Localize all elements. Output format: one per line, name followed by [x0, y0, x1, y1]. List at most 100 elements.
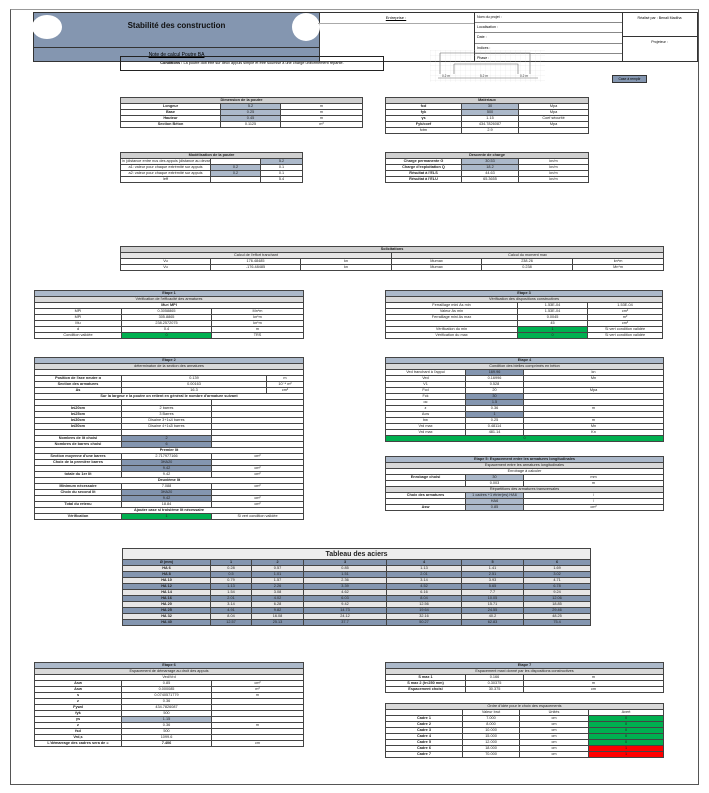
table-etape5: Etape 5: Espacement entre les armatures …	[384, 456, 665, 511]
beam-diagram: 0.2 m 5.2 m 0.2 m	[430, 50, 545, 82]
input-cell[interactable]: 62.83	[461, 619, 524, 626]
value-cell: -176.48485	[210, 264, 301, 271]
table-descente: Descente de charge Charge permanente G 30.…	[384, 152, 590, 183]
row-label: Espacement choisi	[385, 686, 466, 693]
value-cell: cm	[210, 740, 305, 747]
table-row: L'démarrage des cadres sera de = 7.406 cm	[34, 740, 305, 747]
value-cell: 0	[121, 332, 212, 339]
conditions-box: Conditions : La poutre doit être sur deu…	[120, 56, 384, 71]
row-label: Résultat à l'ELU	[385, 176, 462, 183]
table-row: Vérification du max 0 Si vert condition va…	[385, 332, 664, 339]
entreprise-cell[interactable]: Entreprise :	[318, 12, 475, 62]
row-label: leff	[120, 176, 211, 183]
table-row: Section Béton 0.1125 m²	[120, 121, 364, 128]
table-etape2: Etape 2 déterminaton de la section des ar…	[33, 357, 305, 520]
value-cell: 1	[121, 513, 212, 520]
input-cell[interactable]: 37.7	[303, 619, 387, 626]
span-label: 5.2 m	[480, 74, 488, 78]
value-cell: 65.3655	[461, 176, 519, 183]
row-label: Vu	[120, 264, 211, 271]
author-block: Réalisé par : Benali Madiha Projeteur :	[622, 12, 698, 62]
support-right-label: 0.2 m	[520, 74, 528, 78]
value-cell: cm	[519, 751, 589, 758]
table-etape4: Etape 4 Condition des bielles comprimés e…	[384, 357, 665, 442]
input-cell[interactable]: 1 cadres +1 étrier(es) HA6	[465, 492, 524, 499]
project-name-field[interactable]: Nom du projet :	[475, 13, 622, 24]
value-cell: 0	[517, 332, 588, 339]
value-cell: Si vert condition validée	[210, 513, 305, 520]
value-cell: 7.406	[121, 740, 212, 747]
table-row: Espacement choisi 30.375 cm	[385, 686, 665, 693]
value-cell: 0.1125	[220, 121, 281, 128]
table-title: Tableau des aciers	[121, 548, 592, 560]
realise-par: Réalisé par : Benali Madiha	[637, 16, 682, 20]
entreprise-label: Entreprise :	[385, 15, 407, 20]
input-cell[interactable]: HA 40	[122, 619, 211, 626]
input-cell[interactable]: 25.13	[251, 619, 304, 626]
page-subtitle: Note de calcul Poutre BA	[34, 47, 319, 62]
page-title: Stabilité des construction	[127, 21, 226, 30]
projeteur: Projeteur :	[622, 36, 697, 59]
value-cell: 1	[588, 751, 664, 758]
value-cell: Si vert condition validée	[586, 332, 664, 339]
value-cell	[517, 127, 590, 134]
value-cell: kn/m	[517, 176, 590, 183]
table-row: HA 8 0.5 1.01 1.51 2.01 2.51 3.02	[122, 571, 592, 578]
table-etape1: Etape 1 Vérification de l'efficacité des …	[33, 290, 305, 339]
table-etape7: Etape 7 Espacement maxi donné par les dis…	[384, 662, 665, 693]
date-field[interactable]: Date :	[475, 33, 622, 44]
row-label: Vérification	[34, 513, 122, 520]
input-cell[interactable]: 50.27	[386, 619, 462, 626]
table-row: leff 5.4	[120, 176, 304, 183]
table-materiaux: Matériaux fcd 30 Mpa fyk 500 Mpa γs 1.15 Coef séc…	[384, 97, 590, 134]
table-etape6: Etape 6 Espacement de démarrage au droit …	[33, 662, 305, 747]
input-cell[interactable]: 0.85	[465, 504, 524, 511]
row-label: ln (distance entre nus des appuis (dista…	[120, 158, 211, 165]
conditions-label: Conditions :	[160, 61, 183, 65]
table-row: Cadre 7 70.000 cm 1	[385, 751, 664, 758]
table-row: fctm 2.9	[385, 127, 590, 134]
input-cell[interactable]: 75.4	[522, 619, 592, 626]
support-left-label: 0.2 m	[442, 74, 450, 78]
table-row: Asw 0.85 cm²	[385, 504, 665, 511]
value-cell: TRS	[210, 332, 305, 339]
table-row: Tableau des aciers	[121, 548, 592, 560]
sheet-border	[10, 9, 699, 785]
row-label: L'démarrage des cadres sera de =	[34, 740, 122, 747]
table-espacements: Ordre d'idée pour le choix des espacemen…	[385, 703, 664, 758]
value-cell: Mumax	[391, 264, 482, 271]
conditions-text: La poutre doit être sur deux appuis simp…	[183, 61, 344, 65]
row-label: Cadre 7	[385, 751, 463, 758]
row-label: 0	[384, 435, 665, 442]
table-row: Résultat à l'ELU 65.3655 kn/m	[385, 176, 590, 183]
indices-field[interactable]: Indices :	[475, 44, 622, 54]
value-cell: 70.000	[462, 751, 520, 758]
value-cell: 0.238	[481, 264, 573, 271]
location-field[interactable]: Localisation :	[475, 23, 622, 34]
table-etape3: Etape 3 Vérification des dispositions con…	[384, 290, 664, 339]
row-label: a1: valeur pour chaque extrémité sur app…	[120, 164, 211, 171]
header-title-block: Stabilité des construction Note de calcu…	[32, 12, 320, 62]
row-label: fctm	[385, 127, 462, 134]
table-row: Vu -176.48485 kn Mumax 0.238 Mn*m	[120, 264, 665, 271]
table-row: HA 25 4.91 9.82 14.73 19.64 24.55 29.46	[122, 607, 592, 614]
table-row: HA 20 3.14 6.28 9.42 12.56 15.71 18.85	[122, 601, 592, 608]
row-label: Vérification du max	[385, 332, 518, 339]
row-label: Asw	[385, 504, 466, 511]
row-label: a2: valeur pour chaque extrémité sur app…	[120, 170, 211, 177]
value-cell: 5.4	[259, 176, 304, 183]
table-solicitations: Solicitations Calcul de l'effort tranchan…	[119, 246, 665, 271]
table-row: HA 14 1.54 3.08 4.62 6.16 7.7 9.24	[122, 589, 592, 596]
table-row: HA 12 1.13 2.26 3.39 4.52 5.65 6.78	[122, 583, 592, 590]
input-cell-legend: Case à remplir	[612, 75, 647, 83]
table-row: HA 40 12.57 25.13 37.7 50.27 62.83 75.4	[122, 619, 592, 626]
table-row: Vérification 1 Si vert condition validée	[34, 513, 305, 520]
redaction-blob	[32, 15, 62, 39]
row-label: Section Béton	[120, 121, 221, 128]
value-cell: Mn*m	[571, 264, 665, 271]
input-cell[interactable]: 12.57	[210, 619, 252, 626]
table-dimension: Dimension de la poutre Longeur 5.2 m Base 0.2…	[119, 97, 364, 128]
value-cell: cm²	[522, 504, 665, 511]
table-modelisation: Modélisation de la poutre ln (distance en…	[119, 152, 304, 183]
